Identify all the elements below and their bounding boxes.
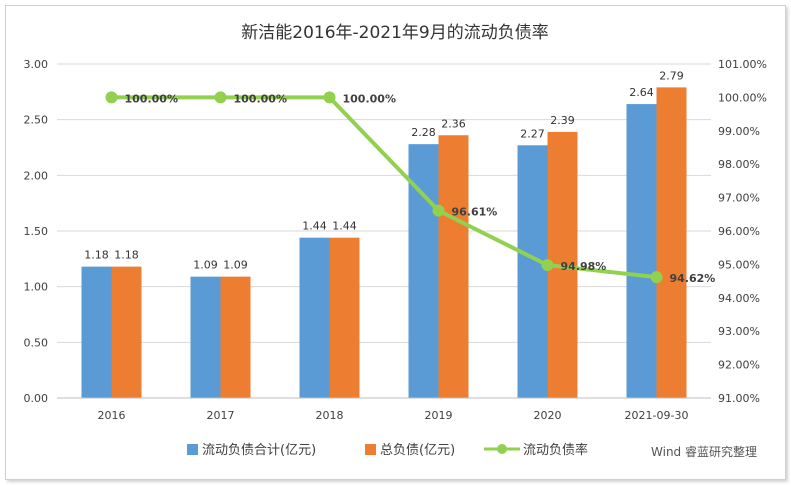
x-tick-label: 2017 bbox=[207, 409, 235, 422]
ratio-marker bbox=[105, 91, 118, 104]
bar bbox=[111, 266, 142, 398]
bar bbox=[299, 237, 330, 398]
ratio-marker bbox=[650, 271, 663, 284]
bar bbox=[626, 104, 657, 398]
y-left-tick-label: 1.00 bbox=[24, 281, 49, 294]
ratio-value-label: 96.61% bbox=[452, 206, 498, 219]
x-tick-label: 2016 bbox=[98, 409, 126, 422]
ratio-line bbox=[111, 95, 657, 280]
bar bbox=[329, 237, 360, 398]
bar-value-label: 1.09 bbox=[193, 259, 218, 272]
bar-value-label: 1.18 bbox=[114, 249, 139, 262]
bar-value-label: 2.36 bbox=[441, 117, 466, 130]
legend-label-total-liabilities: 总负债(亿元) bbox=[380, 443, 455, 458]
ratio-value-label: 100.00% bbox=[125, 92, 178, 105]
source-note: Wind 睿蓝研究整理 bbox=[651, 444, 757, 459]
bar-value-label: 2.27 bbox=[520, 127, 545, 140]
ratio-marker bbox=[432, 204, 445, 217]
legend-swatch-current-liabilities bbox=[187, 444, 198, 455]
x-tick-label: 2021-09-30 bbox=[625, 409, 689, 422]
bar bbox=[656, 87, 687, 398]
legend-label-ratio: 流动负债率 bbox=[523, 442, 588, 458]
y-right-tick-label: 97.00% bbox=[718, 192, 760, 205]
gridlines bbox=[57, 63, 711, 343]
axes: 0.00 0.50 1.00 1.50 2.00 2.50 3.00 91.00% 92.00%… bbox=[24, 58, 767, 422]
y-left-tick-label: 1.50 bbox=[24, 225, 49, 238]
y-right-tick-label: 93.00% bbox=[718, 325, 760, 338]
x-tick-label: 2018 bbox=[316, 409, 344, 422]
x-tick-label: 2019 bbox=[425, 409, 453, 422]
ratio-marker bbox=[214, 91, 227, 104]
bar-value-label: 1.18 bbox=[84, 249, 109, 262]
legend: 流动负债合计(亿元) 总负债(亿元) 流动负债率 bbox=[187, 442, 588, 458]
y-right-tick-label: 94.00% bbox=[718, 292, 760, 305]
y-left-tick-label: 0.00 bbox=[24, 392, 49, 405]
ratio-marker bbox=[323, 91, 336, 104]
legend-swatch-total-liabilities bbox=[365, 444, 376, 455]
bar bbox=[81, 266, 112, 398]
y-left-tick-label: 2.50 bbox=[24, 114, 49, 127]
y-right-tick-label: 99.00% bbox=[718, 125, 760, 138]
bar bbox=[517, 145, 548, 398]
line-series bbox=[105, 91, 663, 284]
bar bbox=[438, 135, 469, 398]
bar-value-label: 1.44 bbox=[332, 220, 357, 233]
y-right-tick-label: 95.00% bbox=[718, 258, 760, 271]
y-left-tick-label: 0.50 bbox=[24, 336, 49, 349]
bar-value-label: 2.64 bbox=[629, 86, 654, 99]
bar-value-label: 1.44 bbox=[302, 220, 327, 233]
bar-value-label: 2.28 bbox=[411, 126, 436, 139]
y-right-tick-label: 92.00% bbox=[718, 359, 760, 372]
ratio-value-label: 94.62% bbox=[670, 272, 716, 285]
legend-marker-ratio bbox=[497, 444, 507, 454]
ratio-value-label: 100.00% bbox=[234, 92, 287, 105]
y-left-tick-label: 2.00 bbox=[24, 169, 49, 182]
ratio-value-label: 94.98% bbox=[561, 260, 607, 273]
y-right-tick-label: 98.00% bbox=[718, 158, 760, 171]
y-left-tick-label: 3.00 bbox=[24, 58, 49, 71]
x-tick-label: 2020 bbox=[534, 409, 562, 422]
ratio-value-label: 100.00% bbox=[343, 92, 396, 105]
bar-value-label: 1.09 bbox=[223, 259, 248, 272]
bar bbox=[220, 276, 251, 398]
bar-value-label: 2.39 bbox=[550, 114, 575, 127]
y-right-tick-label: 101.00% bbox=[718, 58, 767, 71]
y-right-tick-label: 96.00% bbox=[718, 225, 760, 238]
bar-series bbox=[81, 87, 687, 398]
data-labels: 1.18 1.09 1.44 2.28 2.27 2.64 1.18 1.09 1.44 2.36… bbox=[84, 69, 715, 285]
chart-title: 新洁能2016年-2021年9月的流动负债率 bbox=[241, 23, 548, 43]
y-right-tick-label: 100.00% bbox=[718, 91, 767, 104]
bar bbox=[190, 276, 221, 398]
y-right-tick-label: 91.00% bbox=[718, 392, 760, 405]
legend-label-current-liabilities: 流动负债合计(亿元) bbox=[202, 443, 316, 458]
bar-value-label: 2.79 bbox=[659, 69, 684, 82]
ratio-marker bbox=[541, 259, 554, 272]
